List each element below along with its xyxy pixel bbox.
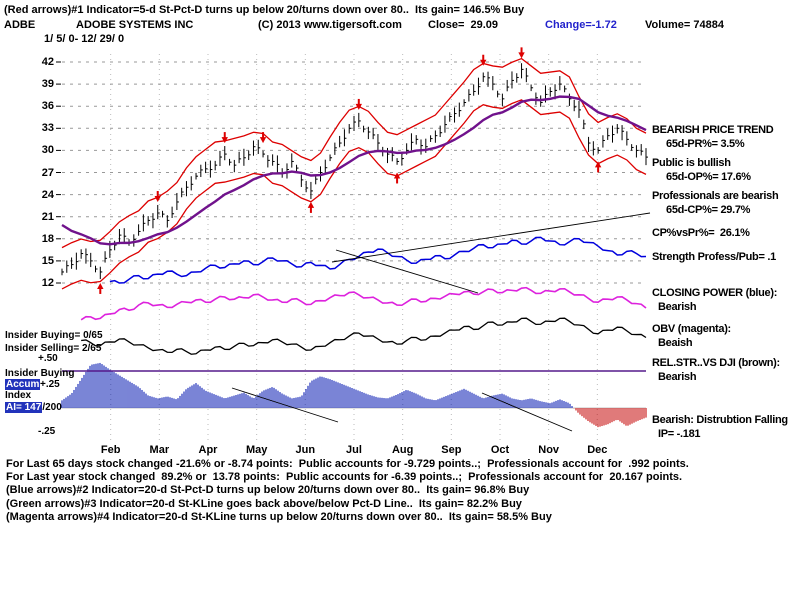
accum-scale-minus25: -.25 [38,426,56,437]
price-tick-label: 36 [41,100,54,113]
copyright-text: (C) 2013 www.tigersoft.com [258,19,402,31]
accum-scale-plus25: +.25 [40,379,60,390]
close-value: Close= 29.09 [428,19,499,31]
accum-label-row: Accum [5,379,41,391]
analysis-line-2: Public is bullish [652,157,731,169]
analysis-line-6: CP%vsPr%= 26.1% [652,227,750,239]
price-tick-label: 15 [41,254,54,267]
analysis-line-13: Bearish [658,371,697,383]
month-label-oct: Oct [490,444,510,456]
company-name: ADOBE SYSTEMS INC [76,19,194,31]
month-label-jul: Jul [346,444,362,456]
analysis-line-14: Bearish: Distrubtion Falling [652,414,788,426]
header-change: Change=-1.72 [545,19,617,31]
analysis-line-15: IP= -.181 [658,428,701,440]
price-tick-label: 42 [41,56,54,68]
footer-line-4: (Green arrows)#3 Indicator=20-d St-KLine… [6,497,522,510]
date-range: 1/ 5/ 0- 12/ 29/ 0 [44,33,125,45]
analysis-line-3: 65d-OP%= 17.6% [666,171,751,183]
footer-line-1: For Last 65 days stock changed -21.6% or… [6,458,689,470]
price-tick-label: 21 [41,210,54,223]
price-tick-label: 18 [41,232,54,245]
analysis-line-0: BEARISH PRICE TREND [652,124,774,136]
analysis-line-7: Strength Profess/Pub= .1 [652,251,776,263]
price-tick-label: 27 [41,166,54,179]
ticker-symbol: ADBE [4,19,36,31]
footer-line-5: (Magenta arrows)#4 Indicator=20-d St-KLi… [6,510,552,523]
price-tick-label: 12 [41,277,54,289]
analysis-line-9: Bearish [658,301,697,313]
ai-value-highlight: AI= 147 [5,402,43,413]
analysis-line-1: 65d-PR%= 3.5% [666,138,745,150]
month-label-aug: Aug [391,444,414,456]
insider-buying-count: Insider Buying= 0/65 [5,330,103,341]
month-label-may: May [245,444,268,456]
month-label-dec: Dec [587,444,608,456]
price-tick-label: 30 [41,144,54,157]
analysis-line-10: OBV (magenta): [652,323,731,335]
volume-value: Volume= 74884 [645,19,724,31]
footer-indicator-lines: For Last 65 days stock changed -21.6% or… [6,458,689,524]
insider-buying-label: Insider Buying [5,368,75,379]
insider-selling-count: Insider Selling= 2/65 [5,343,102,354]
price-tick-label: 24 [41,188,54,201]
month-label-apr: Apr [198,444,218,456]
analysis-line-12: REL.STR..VS DJI (brown): [652,357,780,369]
footer-line-3: (Blue arrows)#2 Indicator=20-d St-Pct-D … [6,484,530,497]
accum-label: Accum [5,379,41,390]
analysis-line-4: Professionals are bearish [652,190,779,202]
month-label-jun: Jun [295,444,316,456]
index-label: Index [5,390,32,401]
indicator1-line: (Red arrows)#1 Indicator=5-d St-Pct-D tu… [4,4,525,16]
month-label-nov: Nov [538,444,560,456]
footer-line-2: For Last year stock changed 89.2% or 13.… [6,471,683,484]
accum-scale-plus50: +.50 [38,353,58,364]
analysis-line-5: 65d-CP%= 29.7% [666,204,751,216]
analysis-line-11: Beaish [658,337,693,349]
ai-value-rest: /200 [42,402,62,413]
month-label-sep: Sep [441,444,462,456]
price-tick-label: 33 [41,122,54,135]
price-tick-label: 39 [41,78,54,91]
ai-value-row: AI= 147/200 [5,402,62,414]
analysis-line-8: CLOSING POWER (blue): [652,287,778,299]
month-label-mar: Mar [149,444,170,456]
month-label-feb: Feb [100,444,121,456]
